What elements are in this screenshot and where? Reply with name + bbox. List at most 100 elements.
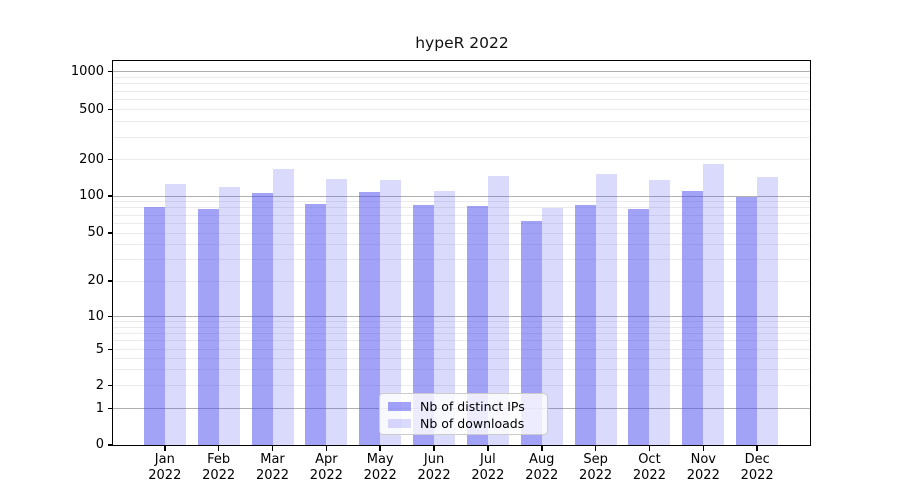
y-tick-label: 1 (95, 400, 104, 416)
minor-gridline (113, 369, 810, 371)
bar-distinct-ips (520, 220, 542, 445)
minor-gridline (113, 83, 810, 85)
x-tick-label: Apr 2022 (309, 452, 343, 483)
minor-gridline (113, 340, 810, 342)
y-tick-mark (108, 232, 113, 234)
x-tick-mark (702, 446, 705, 451)
y-tick-mark (108, 315, 113, 318)
x-tick-mark (325, 446, 328, 451)
y-tick-mark (108, 70, 113, 73)
minor-gridline (113, 232, 810, 234)
bar-downloads (164, 183, 186, 445)
x-tick-mark (271, 446, 274, 451)
bar-distinct-ips (251, 193, 273, 445)
bar-downloads (703, 164, 725, 445)
bar-distinct-ips (736, 196, 758, 445)
y-tick-mark (108, 444, 113, 446)
x-tick-label: Jan 2022 (148, 452, 182, 483)
y-tick-mark (108, 384, 113, 387)
minor-gridline (113, 109, 810, 110)
bar-distinct-ips (359, 192, 381, 445)
y-tick-mark (108, 407, 113, 410)
bar-distinct-ips (574, 205, 596, 445)
bar-downloads (434, 190, 456, 445)
minor-gridline (113, 136, 810, 138)
legend-swatch-distinct-ips (388, 402, 411, 411)
y-tick-label: 1000 (70, 63, 104, 79)
x-tick-label: Oct 2022 (632, 452, 666, 483)
x-tick-label: Sep 2022 (579, 452, 613, 483)
major-gridline (113, 195, 810, 197)
x-tick-mark (379, 446, 381, 451)
bar-distinct-ips (466, 205, 488, 445)
legend-item-downloads: Nb of downloads (388, 415, 547, 432)
minor-gridline (113, 90, 810, 92)
bar-distinct-ips (413, 205, 435, 445)
minor-gridline (113, 159, 810, 160)
y-tick-mark (108, 158, 113, 161)
y-tick-mark (108, 348, 113, 351)
x-tick-mark (164, 446, 166, 451)
x-tick-label: Jul 2022 (471, 452, 505, 483)
chart-title: hypeR 2022 (415, 34, 509, 52)
minor-gridline (113, 99, 810, 100)
bar-downloads (326, 179, 348, 445)
minor-gridline (113, 201, 810, 203)
bar-distinct-ips (628, 208, 650, 445)
legend-label-distinct-ips: Nb of distinct IPs (420, 399, 525, 414)
bar-downloads (757, 176, 779, 445)
y-tick-label: 10 (87, 308, 104, 324)
y-tick-label: 2 (95, 377, 104, 393)
major-gridline (113, 316, 810, 317)
x-tick-label: Nov 2022 (686, 452, 720, 483)
y-tick-mark (108, 195, 113, 197)
bar-downloads (218, 187, 240, 445)
minor-gridline (113, 244, 810, 246)
x-tick-label: Mar 2022 (255, 452, 290, 483)
legend-item-distinct-ips: Nb of distinct IPs (388, 398, 547, 415)
bar-distinct-ips (143, 207, 165, 445)
x-tick-label: Dec 2022 (740, 452, 774, 483)
minor-gridline (113, 349, 810, 350)
bar-distinct-ips (682, 190, 704, 445)
y-tick-mark (108, 108, 113, 111)
minor-gridline (113, 259, 810, 261)
x-tick-mark (487, 446, 489, 451)
minor-gridline (113, 121, 810, 123)
x-tick-label: Jun 2022 (417, 452, 451, 483)
y-tick-label: 0 (95, 437, 104, 452)
minor-gridline (113, 214, 810, 216)
bar-downloads (541, 207, 563, 445)
x-tick-label: Feb 2022 (202, 452, 236, 483)
bar-distinct-ips (197, 209, 219, 445)
y-tick-mark (108, 280, 113, 282)
minor-gridline (113, 332, 810, 334)
legend: Nb of distinct IPs Nb of downloads (379, 393, 548, 435)
legend-swatch-downloads (388, 419, 411, 428)
bar-distinct-ips (305, 204, 327, 445)
bar-downloads (380, 179, 402, 445)
minor-gridline (113, 280, 810, 282)
x-tick-mark (217, 446, 220, 451)
x-tick-mark (756, 446, 758, 451)
y-tick-label: 100 (79, 188, 104, 203)
minor-gridline (113, 326, 810, 328)
x-tick-mark (433, 446, 435, 451)
y-tick-label: 200 (79, 151, 104, 167)
legend-label-downloads: Nb of downloads (420, 416, 525, 431)
y-tick-label: 500 (79, 101, 104, 117)
y-tick-label: 5 (95, 341, 104, 357)
x-tick-mark (648, 446, 651, 451)
bar-downloads (487, 176, 509, 445)
minor-gridline (113, 76, 810, 78)
minor-gridline (113, 207, 810, 209)
minor-gridline (113, 222, 810, 224)
bar-downloads (272, 168, 294, 445)
minor-gridline (113, 357, 810, 359)
bar-downloads (595, 174, 617, 445)
y-tick-label: 20 (87, 273, 104, 288)
x-tick-mark (540, 446, 543, 451)
major-gridline (113, 71, 810, 72)
bar-downloads (649, 179, 671, 445)
